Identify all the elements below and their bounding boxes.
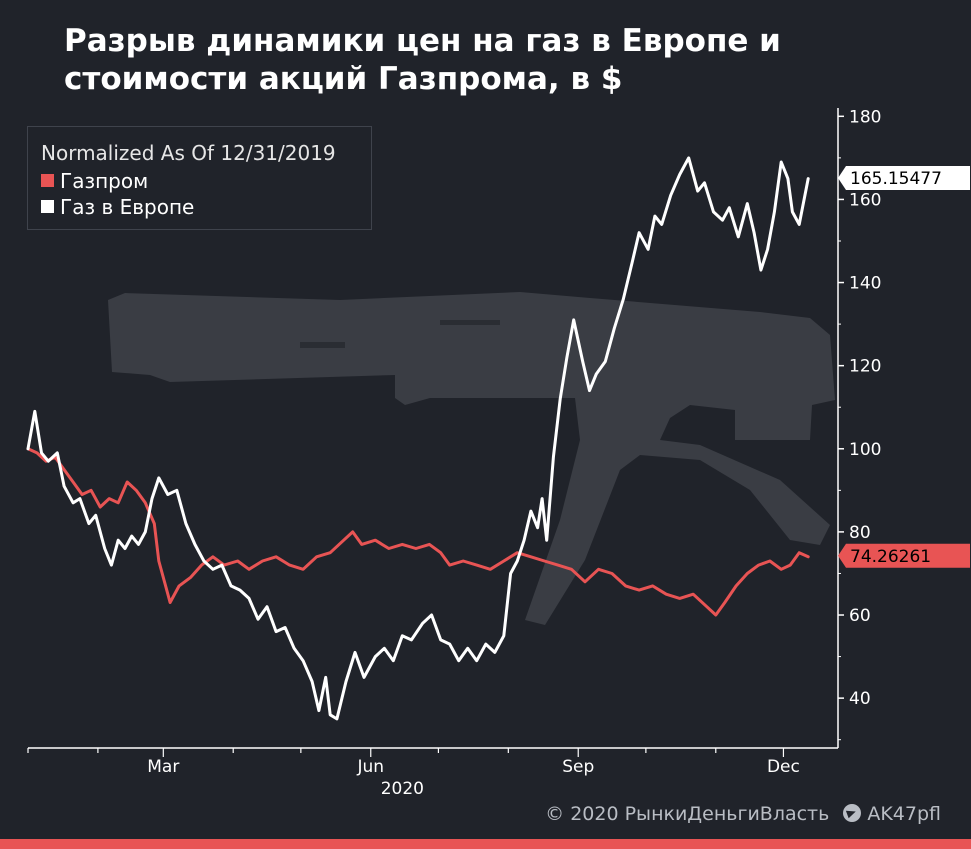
legend-item-gas-europe: Газ в Европе [41,195,194,219]
y-tick-label: 40 [849,689,871,709]
y-tick-label: 60 [849,606,871,626]
series-line-gazprom [26,447,810,617]
telegram-icon [843,804,862,822]
x-tick-label: Dec [767,757,800,777]
legend-swatch-gas-europe [41,200,54,213]
footer: © 2020 РынкиДеньгиВласть AK47pfl [545,803,941,825]
value-label-bg-gas-europe [838,166,970,191]
x-axis-label: 2020 [381,779,424,799]
legend-item-gazprom: Газпром [41,169,148,193]
value-label-gas-europe: 165.15477 [850,169,942,189]
chart-title: Разрыв динамики цен на газ в Европе и ст… [64,23,781,97]
bottom-accent-bar [0,839,971,849]
legend-swatch-gazprom [41,174,54,187]
legend-title: Normalized As Of 12/31/2019 [41,141,336,165]
channel-name[interactable]: AK47pfl [867,803,941,825]
series-line-gas-europe [26,156,810,721]
legend: Normalized As Of 12/31/2019 Газпром Газ … [27,126,372,230]
x-tick-label: Sep [562,757,594,777]
rifle-watermark-icon [108,292,835,625]
chart-axes: 40 60 80 100 120 140 160 180 Mar Jun Sep Dec 2020 [27,107,881,799]
value-label-gazprom: 74.26261 [850,547,931,567]
y-tick-label: 100 [849,440,881,460]
x-tick-label: Jun [356,757,384,777]
x-tick-label: Mar [147,757,179,777]
copyright-text: © 2020 РынкиДеньгиВласть [545,803,830,825]
value-label-bg-gazprom [838,543,970,568]
series-layer [26,156,810,721]
y-tick-label: 160 [849,190,881,210]
y-tick-label: 180 [849,107,881,127]
y-tick-label: 80 [849,523,871,543]
value-labels-layer: 165.15477 74.26261 [838,166,970,568]
legend-label-gas-europe: Газ в Европе [60,195,195,219]
y-tick-label: 140 [849,274,881,294]
legend-label-gazprom: Газпром [60,169,149,193]
y-tick-label: 120 [849,357,881,377]
